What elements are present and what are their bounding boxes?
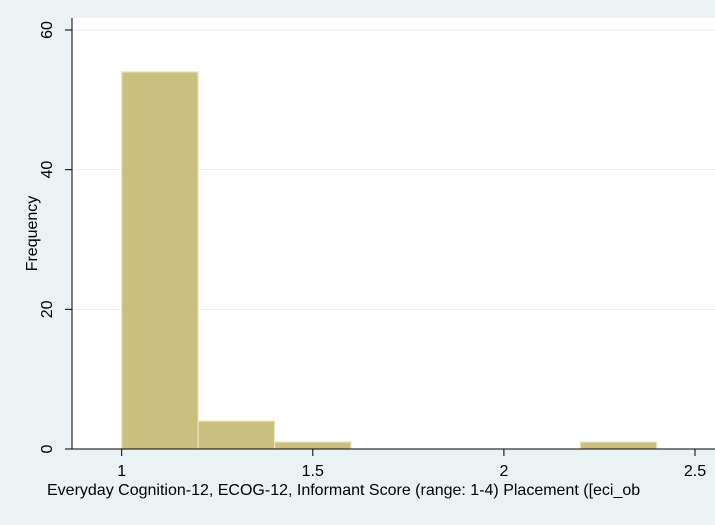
- x-tick-label-3: 2.5: [684, 463, 706, 480]
- histogram-bar-2: [273, 441, 352, 450]
- histogram-bar-0: [121, 71, 199, 450]
- y-tick-label-0: 0: [39, 444, 56, 453]
- histogram-bar-6: [579, 441, 658, 450]
- x-tick-label-2: 2: [499, 463, 508, 480]
- y-tick-label-1: 20: [39, 300, 56, 318]
- y-tick-label-2: 40: [39, 161, 56, 179]
- x-axis-title: Everyday Cognition-12, ECOG-12, Informan…: [47, 482, 640, 499]
- x-tick-label-0: 1: [117, 463, 126, 480]
- histogram-bar-1: [197, 420, 276, 450]
- y-axis-title: Frequency: [24, 196, 41, 272]
- x-tick-label-1: 1.5: [302, 463, 324, 480]
- y-tick-label-3: 60: [39, 21, 56, 39]
